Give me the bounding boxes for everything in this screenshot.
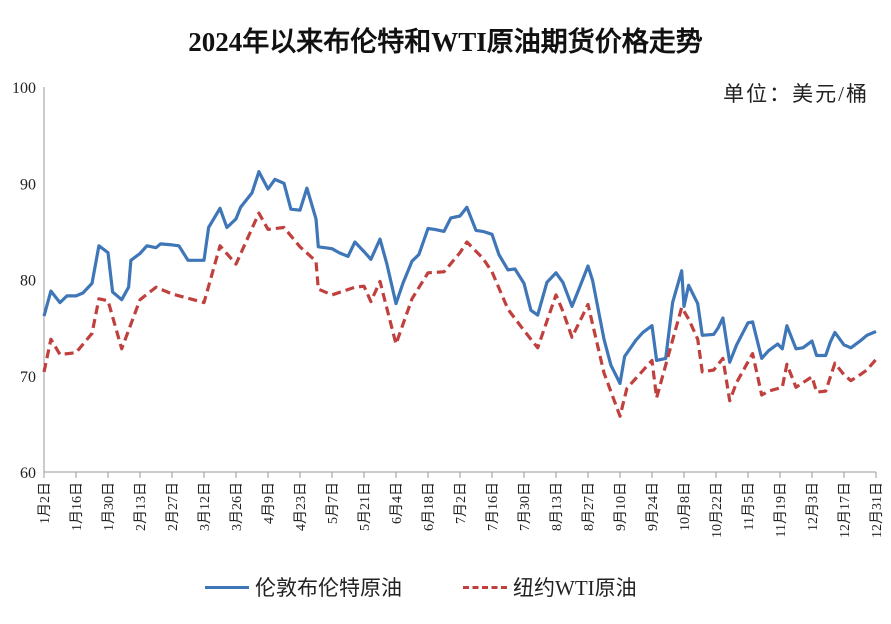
x-tick-label: 11月5日 xyxy=(741,482,757,530)
series-line-wti xyxy=(42,211,878,418)
x-tick-label: 5月21日 xyxy=(357,482,373,531)
x-tick-label: 12月17日 xyxy=(837,482,853,538)
chart-title: 2024年以来布伦特和WTI原油期货价格走势 xyxy=(188,27,703,57)
legend-item-brent: 伦敦布伦特原油 xyxy=(205,572,402,602)
legend-item-wti: 纽约WTI原油 xyxy=(463,572,637,602)
x-tick-label: 3月12日 xyxy=(197,482,213,531)
x-tick-label: 6月4日 xyxy=(389,482,405,524)
x-tick-label: 2月13日 xyxy=(133,482,149,531)
x-tick-label: 1月30日 xyxy=(101,482,117,531)
x-tick-label: 7月30日 xyxy=(517,482,533,531)
y-tick-label: 70 xyxy=(20,369,36,386)
legend-label-brent: 伦敦布伦特原油 xyxy=(255,576,402,600)
x-tick-label: 9月10日 xyxy=(613,482,629,531)
x-tick-label: 1月2日 xyxy=(37,482,53,524)
x-tick-label: 4月9日 xyxy=(261,482,277,524)
x-tick-label: 12月31日 xyxy=(869,482,885,538)
y-tick-label: 60 xyxy=(20,465,36,482)
x-tick-label: 8月27日 xyxy=(581,482,597,531)
x-tick-label: 4月23日 xyxy=(293,482,309,531)
series-line-brent xyxy=(42,170,877,385)
x-tick-label: 7月2日 xyxy=(453,482,469,524)
x-tick-label: 9月24日 xyxy=(645,482,661,531)
unit-label: 单位：美元/桶 xyxy=(723,82,869,106)
x-tick-label: 5月7日 xyxy=(325,482,341,524)
legend-swatch-brent xyxy=(205,585,249,589)
x-tick-label: 11月19日 xyxy=(773,482,789,537)
x-tick-label: 6月18日 xyxy=(421,482,437,531)
legend-swatch-wti xyxy=(463,585,507,589)
legend-label-wti: 纽约WTI原油 xyxy=(513,576,637,600)
x-tick-label: 7月16日 xyxy=(485,482,501,531)
x-tick-label: 10月22日 xyxy=(709,482,725,538)
x-tick-label: 12月3日 xyxy=(805,482,821,531)
x-tick-label: 2月27日 xyxy=(165,482,181,531)
x-tick-label: 8月13日 xyxy=(549,482,565,531)
x-tick-label: 10月8日 xyxy=(677,482,693,531)
x-tick-label: 3月26日 xyxy=(229,482,245,531)
y-tick-label: 80 xyxy=(20,273,36,290)
y-tick-label: 90 xyxy=(20,176,36,193)
y-tick-label: 100 xyxy=(12,80,36,97)
x-tick-label: 1月16日 xyxy=(69,482,85,531)
